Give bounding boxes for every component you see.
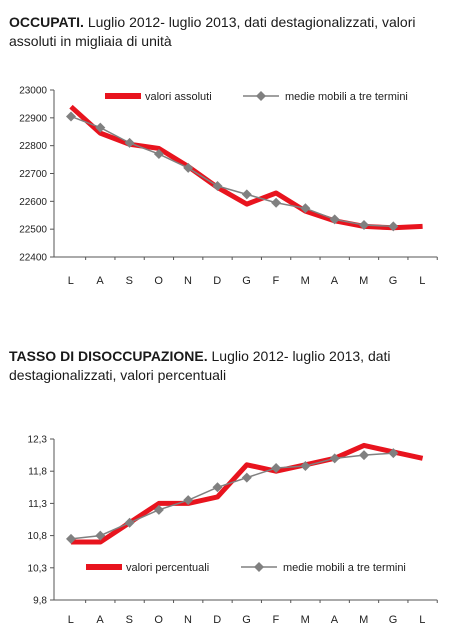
- series-marker: [153, 504, 164, 515]
- legend-marker: [254, 562, 264, 572]
- y-tick-label: 22600: [19, 197, 47, 208]
- y-tick-label: 23000: [19, 86, 47, 97]
- y-tick-label: 22500: [19, 225, 47, 236]
- y-tick-label: 22800: [19, 141, 47, 152]
- series-marker: [241, 189, 252, 200]
- series-marker: [241, 472, 252, 483]
- y-tick-label: 12,3: [28, 435, 48, 446]
- y-tick-label: 10,3: [28, 563, 48, 574]
- x-tick-label: G: [389, 614, 398, 626]
- legend-label: valori assoluti: [145, 91, 212, 103]
- series-marker: [66, 111, 76, 122]
- y-tick-label: 22700: [19, 169, 47, 180]
- x-tick-label: A: [96, 614, 104, 626]
- series-marker: [183, 495, 194, 506]
- x-tick-label: N: [184, 275, 192, 287]
- series-marker: [66, 533, 76, 544]
- x-tick-label: L: [419, 275, 426, 287]
- y-tick-label: 22900: [19, 113, 47, 124]
- series-line-gray: [70, 115, 394, 228]
- series-marker: [212, 181, 223, 192]
- x-tick-label: M: [301, 275, 311, 287]
- chart-title-bold: OCCUPATI.: [9, 14, 84, 30]
- chart-title-bold: TASSO DI DISOCCUPAZIONE.: [9, 348, 208, 364]
- y-tick-label: 11,8: [28, 467, 47, 478]
- x-tick-label: A: [331, 275, 339, 287]
- x-tick-label: M: [359, 614, 369, 626]
- series-marker: [300, 461, 311, 472]
- series-marker: [271, 462, 282, 473]
- series-marker: [271, 197, 282, 208]
- x-tick-label: M: [359, 275, 369, 287]
- x-tick-label: G: [242, 275, 251, 287]
- chart-title-text: Luglio 2012- luglio 2013, dati destagion…: [9, 348, 391, 383]
- series-marker: [95, 122, 106, 133]
- series-marker: [388, 448, 399, 459]
- chart-disoccupazione: 12,3 11,8 11,3 10,8 10,3 9,8 L A S O N D G F M A M G Lvalo…: [28, 435, 438, 626]
- series-line-red: [69, 104, 423, 231]
- x-tick-label: A: [96, 275, 104, 287]
- series-marker: [359, 450, 369, 461]
- series-marker: [95, 530, 106, 541]
- legend-label: medie mobili a tre termini: [283, 562, 406, 574]
- series-line-gray: [70, 452, 394, 540]
- x-tick-label: N: [184, 614, 192, 626]
- series-marker: [153, 149, 164, 160]
- series-marker: [329, 453, 340, 464]
- x-tick-label: F: [272, 614, 279, 626]
- y-tick-label: 22400: [19, 253, 47, 264]
- y-tick-label: 10,8: [28, 531, 48, 542]
- x-tick-label: D: [213, 614, 221, 626]
- y-tick-label: 11,3: [28, 499, 47, 510]
- chart-title-text: Luglio 2012- luglio 2013, dati destagion…: [9, 14, 416, 49]
- x-tick-label: G: [389, 275, 398, 287]
- x-tick-label: S: [126, 614, 134, 626]
- series-marker: [359, 219, 369, 230]
- series-marker: [212, 482, 223, 493]
- chart-title-occupati: OCCUPATI. Luglio 2012- luglio 2013, dati…: [9, 13, 459, 51]
- x-tick-label: L: [68, 614, 75, 626]
- legend-marker: [256, 91, 266, 101]
- x-tick-label: A: [331, 614, 339, 626]
- series-marker: [388, 221, 399, 232]
- x-tick-label: M: [301, 614, 311, 626]
- series-marker: [183, 162, 194, 173]
- x-tick-label: O: [154, 614, 163, 626]
- y-tick-label: 9,8: [33, 596, 47, 607]
- series-marker: [300, 203, 311, 214]
- chart-title-disoccupazione: TASSO DI DISOCCUPAZIONE. Luglio 2012- lu…: [9, 347, 449, 385]
- legend-label: medie mobili a tre termini: [285, 91, 408, 103]
- series-line-red: [71, 442, 424, 545]
- series-marker: [329, 214, 340, 225]
- x-tick-label: G: [242, 614, 251, 626]
- x-tick-label: F: [272, 275, 279, 287]
- x-tick-label: L: [419, 614, 426, 626]
- x-tick-label: D: [213, 275, 221, 287]
- series-marker: [124, 517, 135, 528]
- x-tick-label: S: [126, 275, 134, 287]
- chart-occupati: 23000 22900 22800 22700 22600 22500 22400 L A S O N…: [19, 86, 438, 287]
- x-tick-label: L: [68, 275, 75, 287]
- x-tick-label: O: [154, 275, 163, 287]
- series-marker: [124, 137, 135, 148]
- legend-label: valori percentuali: [126, 562, 209, 574]
